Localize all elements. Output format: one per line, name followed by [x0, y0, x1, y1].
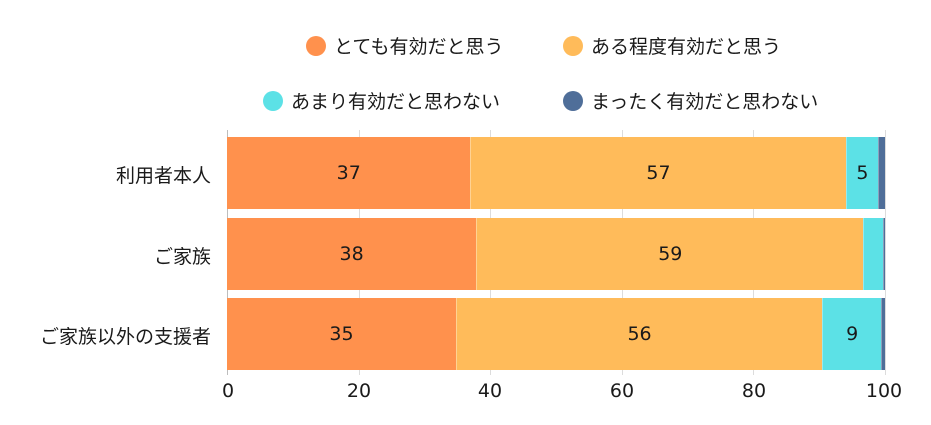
- bar-segment: 9: [822, 298, 882, 370]
- category-label-family: ご家族: [153, 246, 211, 268]
- bar-segment: 38: [227, 218, 477, 290]
- legend-dot-icon: [563, 90, 583, 111]
- legend-item-not-very-effective: あまり有効だと思わない: [263, 87, 500, 114]
- x-tick: 40: [477, 380, 503, 402]
- bar-segment: [878, 137, 885, 209]
- legend-item-not-effective-at-all: まったく有効だと思わない: [563, 87, 818, 114]
- bar-segment: [863, 218, 883, 290]
- bar-row: 38 59: [227, 218, 885, 290]
- bar-segment: 35: [227, 298, 456, 370]
- legend-label: とても有効だと思う: [334, 36, 504, 58]
- legend-dot-icon: [263, 90, 283, 111]
- bar-segment: 5: [845, 137, 879, 209]
- bar-segment: 59: [476, 218, 864, 290]
- legend-label: まったく有効だと思わない: [591, 91, 819, 113]
- legend-label: あまり有効だと思わない: [291, 91, 501, 113]
- legend-item-very-effective: とても有効だと思う: [306, 32, 503, 59]
- category-label-user: 利用者本人: [115, 165, 211, 187]
- bar-segment: 37: [227, 137, 471, 209]
- plot-area: 37 57 5 38 59 35 56 9: [227, 130, 886, 375]
- bar-segment: [881, 298, 885, 370]
- bar-row: 35 56 9: [227, 298, 885, 370]
- gridline-100: [885, 130, 886, 375]
- x-tick: 20: [346, 380, 372, 402]
- bar-row: 37 57 5: [227, 137, 885, 209]
- x-tick: 60: [609, 380, 635, 402]
- bar-segment: 57: [470, 137, 846, 209]
- legend-dot-icon: [563, 35, 583, 56]
- category-label-other-supporters: ご家族以外の支援者: [39, 326, 211, 348]
- legend-dot-icon: [306, 35, 326, 56]
- x-tick: 80: [741, 380, 767, 402]
- x-tick: 0: [221, 380, 235, 402]
- bar-segment: 56: [455, 298, 823, 370]
- legend-item-somewhat-effective: ある程度有効だと思う: [563, 32, 781, 59]
- bar-segment: [883, 218, 885, 290]
- x-tick: 100: [865, 380, 903, 402]
- legend-label: ある程度有効だと思う: [591, 36, 782, 58]
